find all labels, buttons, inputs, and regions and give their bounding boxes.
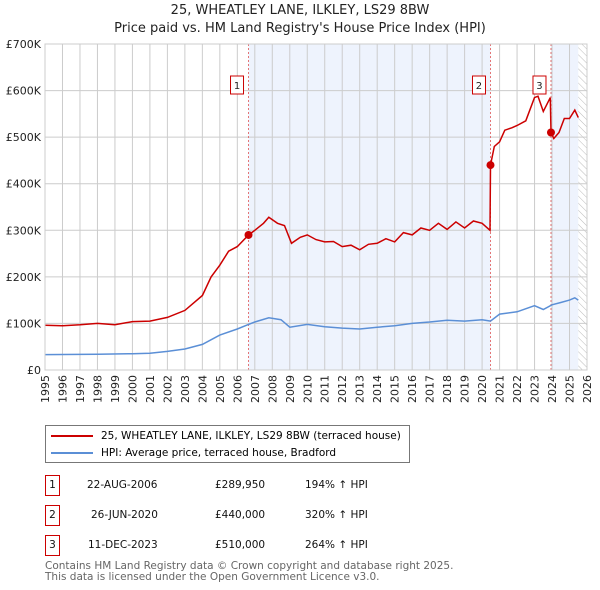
sale-marker-badge: 2 xyxy=(45,505,60,526)
x-tick-label: 2018 xyxy=(441,375,454,403)
y-tick-label: £300K xyxy=(6,224,42,237)
legend-swatch-blue xyxy=(51,452,93,454)
x-tick-label: 2015 xyxy=(389,375,402,403)
legend: 25, WHEATLEY LANE, ILKLEY, LS29 8BW (ter… xyxy=(45,425,410,463)
x-tick-label: 1996 xyxy=(56,375,69,403)
y-tick-label: £200K xyxy=(6,271,42,284)
sale-point xyxy=(244,230,253,239)
x-tick-label: 2009 xyxy=(284,375,297,403)
series-line xyxy=(44,95,579,327)
footer-copyright: Contains HM Land Registry data © Crown c… xyxy=(45,560,454,572)
x-tick-label: 2011 xyxy=(319,375,332,403)
x-tick-label: 2000 xyxy=(126,375,139,403)
sale-label: 3 xyxy=(536,81,542,92)
y-tick-label: £400K xyxy=(6,178,42,191)
x-tick-label: 2007 xyxy=(249,375,262,403)
sale-hpi: 320% ↑ HPI xyxy=(305,509,368,521)
table-row: 2 26-JUN-2020 £440,000 320% ↑ HPI xyxy=(45,505,465,526)
sale-marker-badge: 3 xyxy=(45,535,60,556)
shaded-region xyxy=(248,44,491,370)
x-tick-label: 2005 xyxy=(214,375,227,403)
x-tick-label: 2008 xyxy=(266,375,279,403)
footer-licence: This data is licensed under the Open Gov… xyxy=(45,571,380,583)
x-tick-label: 2026 xyxy=(581,375,594,403)
forecast-hatch xyxy=(578,44,587,370)
x-tick-label: 2023 xyxy=(529,375,542,403)
chart-title: 25, WHEATLEY LANE, ILKLEY, LS29 8BW xyxy=(170,3,430,18)
x-tick-label: 2025 xyxy=(564,375,577,403)
x-tick-label: 2006 xyxy=(231,375,244,403)
table-row: 1 22-AUG-2006 £289,950 194% ↑ HPI xyxy=(45,475,465,496)
shaded-region xyxy=(550,44,579,370)
sale-label: 2 xyxy=(476,81,482,92)
x-tick-label: 2024 xyxy=(546,375,559,403)
y-tick-label: £600K xyxy=(6,85,42,98)
sale-price: £510,000 xyxy=(215,539,266,551)
y-tick-label: £100K xyxy=(6,317,42,330)
x-tick-label: 2019 xyxy=(459,375,472,403)
x-tick-label: 2022 xyxy=(511,375,524,403)
price-chart: 1995 1996 1997 1998 1999 2000 2001 2002 2003 2004… xyxy=(6,38,594,403)
sale-point xyxy=(486,161,495,170)
x-tick-label: 1999 xyxy=(109,375,122,403)
x-tick-label: 2012 xyxy=(336,375,349,403)
x-tick-label: 2016 xyxy=(406,375,419,403)
table-row: 3 11-DEC-2023 £510,000 264% ↑ HPI xyxy=(45,535,465,556)
sale-label-box xyxy=(230,75,245,95)
y-tick-label: £0 xyxy=(27,364,41,377)
x-tick-label: 1995 xyxy=(39,375,52,403)
sale-hpi: 194% ↑ HPI xyxy=(305,479,368,491)
sale-label-box xyxy=(471,75,486,95)
x-tick-label: 2001 xyxy=(144,375,157,403)
x-tick-label: 2014 xyxy=(371,375,384,403)
x-tick-label: 2010 xyxy=(301,375,314,403)
y-tick-label: £500K xyxy=(6,131,42,144)
x-tick-label: 2013 xyxy=(354,375,367,403)
x-tick-label: 2021 xyxy=(494,375,507,403)
x-tick-label: 2017 xyxy=(424,375,437,403)
x-tick-label: 1997 xyxy=(74,375,87,403)
series-line xyxy=(44,296,579,356)
x-tick-label: 2003 xyxy=(179,375,192,403)
legend-label: 25, WHEATLEY LANE, ILKLEY, LS29 8BW (ter… xyxy=(101,430,401,442)
sale-date: 11-DEC-2023 xyxy=(88,539,158,551)
x-tick-label: 2002 xyxy=(161,375,174,403)
sale-point xyxy=(546,128,555,137)
x-tick-label: 2020 xyxy=(476,375,489,403)
x-tick-label: 2004 xyxy=(196,375,209,403)
sale-price: £440,000 xyxy=(215,509,266,521)
sale-price: £289,950 xyxy=(215,479,266,491)
plot-frame xyxy=(44,43,588,371)
legend-label: HPI: Average price, terraced house, Brad… xyxy=(101,447,337,459)
legend-item-hpi: HPI: Average price, terraced house, Brad… xyxy=(46,445,336,461)
y-tick-label: £700K xyxy=(6,38,42,51)
legend-swatch-red xyxy=(51,435,93,437)
x-tick-label: 1998 xyxy=(91,375,104,403)
sale-label-box xyxy=(532,75,547,95)
chart-subtitle: Price paid vs. HM Land Registry's House … xyxy=(114,21,486,36)
legend-item-property: 25, WHEATLEY LANE, ILKLEY, LS29 8BW (ter… xyxy=(46,428,401,444)
sale-marker-badge: 1 xyxy=(45,475,60,496)
sale-label: 1 xyxy=(234,81,240,92)
sale-date: 26-JUN-2020 xyxy=(91,509,158,521)
sale-date: 22-AUG-2006 xyxy=(87,479,158,491)
sale-hpi: 264% ↑ HPI xyxy=(305,539,368,551)
